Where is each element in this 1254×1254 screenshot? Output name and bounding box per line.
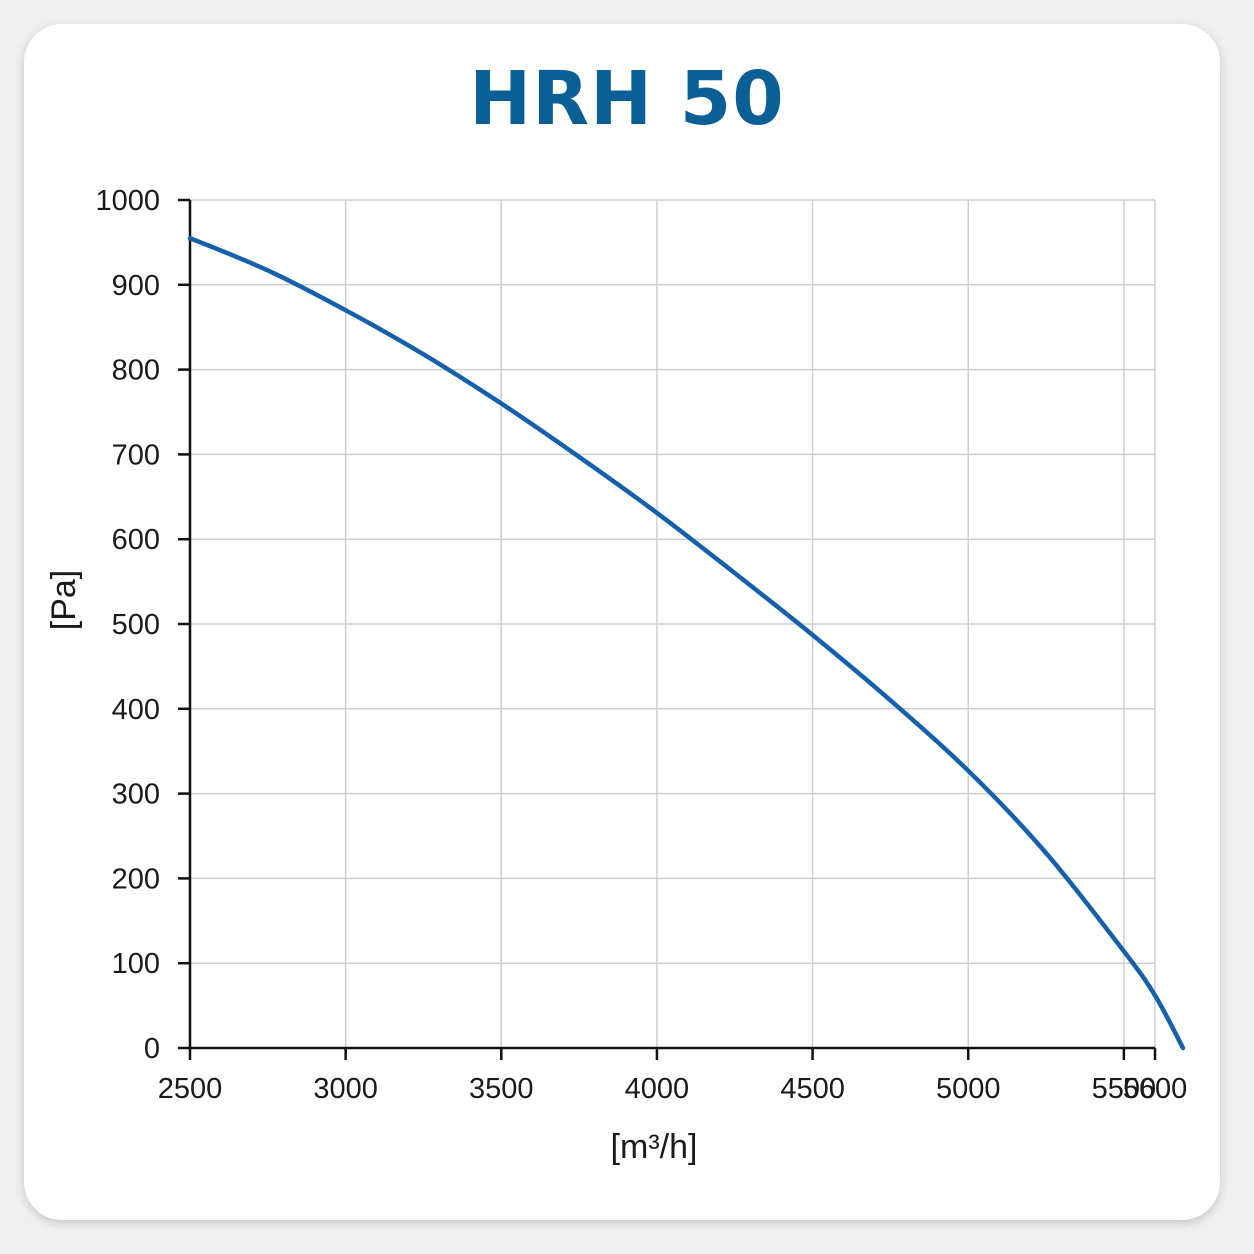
- y-tick-label: 800: [112, 355, 160, 387]
- x-tick-label: 4000: [625, 1073, 690, 1105]
- y-tick-label: 700: [112, 439, 160, 471]
- pressure-curve: [187, 235, 1186, 1051]
- y-tick-label: 100: [112, 948, 160, 980]
- x-tick-label: 3000: [313, 1073, 378, 1105]
- x-tick-label: 5500: [1092, 1073, 1157, 1105]
- y-tick-label: 900: [112, 270, 160, 302]
- labels-layer: 0 100 200 300 400 500 600 700 800 900 1000 2500 3000…: [95, 185, 1187, 1105]
- chart-title: HRH 50: [469, 56, 785, 142]
- y-tick-label: 1000: [95, 185, 160, 217]
- x-tick-label: 5600: [1123, 1073, 1188, 1105]
- x-tick-label: 4500: [780, 1073, 845, 1105]
- y-tick-label: 400: [112, 694, 160, 726]
- y-tick-label: 600: [112, 524, 160, 556]
- y-tick-label: 500: [112, 609, 160, 641]
- axes-layer: [178, 198, 1157, 1060]
- y-tick-label: 300: [112, 779, 160, 811]
- series-layer: [187, 235, 1186, 1051]
- chart-card: [24, 24, 1220, 1220]
- x-tick-label: 5000: [936, 1073, 1001, 1105]
- grid-layer: [190, 199, 1156, 1048]
- y-tick-label: 0: [144, 1033, 160, 1065]
- y-tick-label: 200: [112, 863, 160, 895]
- x-axis-title: [m³/h]: [611, 1128, 698, 1166]
- x-tick-label: 3500: [469, 1073, 534, 1105]
- x-tick-label: 2500: [158, 1073, 223, 1105]
- y-axis-title: [Pa]: [45, 570, 83, 630]
